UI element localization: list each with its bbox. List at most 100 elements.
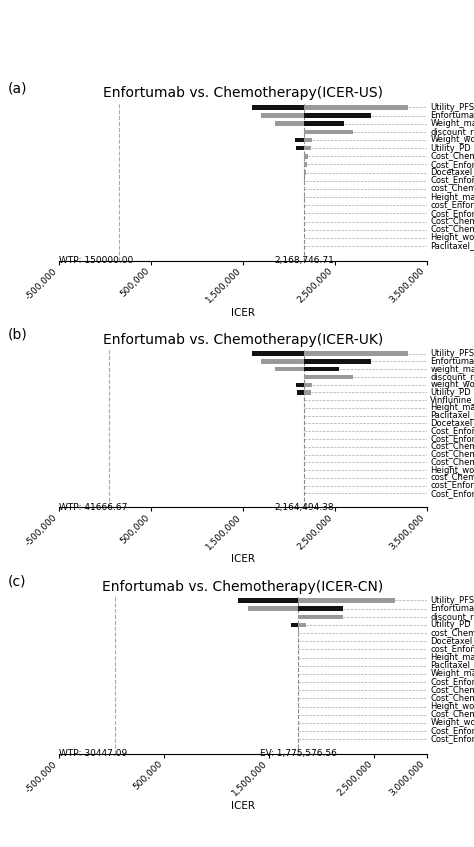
Bar [304, 130, 353, 134]
Text: Cost_Enfortumab_AEs: Cost_Enfortumab_AEs [430, 727, 474, 735]
Text: cost_Enfortumab_PD_cycle: cost_Enfortumab_PD_cycle [430, 645, 474, 654]
Text: discount_rate: discount_rate [430, 612, 474, 622]
Text: Height_man: Height_man [430, 653, 474, 662]
Text: Utility_PD: Utility_PD [430, 621, 471, 629]
Bar [304, 374, 353, 379]
Text: Vinflunine_price: Vinflunine_price [430, 396, 474, 405]
Text: Cost_Chemotherapy_Test: Cost_Chemotherapy_Test [430, 450, 474, 459]
Text: Weight_man: Weight_man [430, 669, 474, 678]
Text: (a): (a) [8, 81, 27, 95]
Bar [298, 598, 395, 603]
Text: discount_rate: discount_rate [430, 373, 474, 381]
X-axis label: ICER: ICER [231, 554, 255, 564]
Bar [304, 154, 308, 158]
X-axis label: ICER: ICER [231, 801, 255, 811]
Bar [304, 113, 372, 118]
Text: Height_man: Height_man [430, 192, 474, 202]
Bar [298, 606, 343, 611]
Title: Enfortumab vs. Chemotherapy(ICER-CN): Enfortumab vs. Chemotherapy(ICER-CN) [102, 579, 383, 594]
Text: Cost_Chemotherapy_Hospital: Cost_Chemotherapy_Hospital [430, 225, 474, 235]
Bar [261, 359, 304, 363]
Text: cost_Enfortumab_PD_cycle: cost_Enfortumab_PD_cycle [430, 201, 474, 210]
Bar [304, 179, 305, 183]
Text: Paclitaxel_price: Paclitaxel_price [430, 662, 474, 670]
Bar [304, 383, 312, 387]
Text: Enfortumab_price: Enfortumab_price [430, 357, 474, 366]
Text: WTP: 41666.67: WTP: 41666.67 [59, 502, 128, 512]
Bar [304, 121, 344, 126]
Text: Utility_PFS: Utility_PFS [430, 349, 474, 358]
Title: Enfortumab vs. Chemotherapy(ICER-UK): Enfortumab vs. Chemotherapy(ICER-UK) [103, 333, 383, 347]
X-axis label: ICER: ICER [231, 307, 255, 318]
Text: (c): (c) [8, 574, 27, 589]
Text: Cost_Enfortumab_Test: Cost_Enfortumab_Test [430, 209, 474, 218]
Text: Height_man: Height_man [430, 403, 474, 412]
Text: Cost_Enfortumab_Hospital: Cost_Enfortumab_Hospital [430, 734, 474, 744]
Text: Docetaxel_price: Docetaxel_price [430, 637, 474, 645]
Text: Enfortumab_price: Enfortumab_price [430, 604, 474, 613]
Text: Paclitaxel_price: Paclitaxel_price [430, 241, 474, 251]
Text: Utility_PFS: Utility_PFS [430, 102, 474, 112]
Text: Cost_Enfortumab_AEs: Cost_Enfortumab_AEs [430, 160, 474, 169]
Text: cost_Chemotherapy_PD_cycle: cost_Chemotherapy_PD_cycle [430, 628, 474, 638]
Bar [304, 170, 306, 174]
Text: Cost_Enfortumab_Test: Cost_Enfortumab_Test [430, 489, 474, 498]
Bar [304, 163, 307, 167]
Bar [252, 352, 304, 356]
Text: Cost_Chemotherapy_Hospital: Cost_Chemotherapy_Hospital [430, 457, 474, 467]
Text: Docetaxel_price: Docetaxel_price [430, 419, 474, 428]
Text: Cost_Chemotherapy_AEs: Cost_Chemotherapy_AEs [430, 442, 474, 451]
Text: EV: 1,775,576.56: EV: 1,775,576.56 [260, 749, 337, 758]
Text: Cost_Enfortumab_Test: Cost_Enfortumab_Test [430, 678, 474, 687]
Text: 2,168,746.71: 2,168,746.71 [274, 256, 334, 265]
Bar [304, 352, 408, 356]
Text: cost_Chemotherapy_PD_cycle: cost_Chemotherapy_PD_cycle [430, 473, 474, 482]
Bar [261, 113, 304, 118]
Text: WTP: 30447.09: WTP: 30447.09 [59, 749, 128, 758]
Text: (b): (b) [8, 328, 27, 342]
Text: Cost_Chemotherapy_Test: Cost_Chemotherapy_Test [430, 686, 474, 695]
Text: cost_Chemotherapy_PD_cycle: cost_Chemotherapy_PD_cycle [430, 185, 474, 193]
Bar [297, 390, 304, 395]
Text: Enfortumab_price: Enfortumab_price [430, 111, 474, 120]
Title: Enfortumab vs. Chemotherapy(ICER-US): Enfortumab vs. Chemotherapy(ICER-US) [103, 86, 383, 101]
Text: Cost_Chemotherapy_Hospital: Cost_Chemotherapy_Hospital [430, 710, 474, 719]
Text: discount_rate: discount_rate [430, 127, 474, 136]
Bar [298, 623, 306, 627]
Text: Utility_PFS: Utility_PFS [430, 596, 474, 605]
Text: Height_woman: Height_woman [430, 702, 474, 711]
Bar [304, 138, 312, 142]
Bar [304, 105, 408, 109]
Text: WTP: 150000.00: WTP: 150000.00 [59, 256, 134, 265]
Text: Cost_Chemotherapy_AEs: Cost_Chemotherapy_AEs [430, 694, 474, 703]
Bar [304, 367, 339, 371]
Text: weight_man: weight_man [430, 365, 474, 374]
Text: weight_woman: weight_woman [430, 380, 474, 389]
Text: Cost_Chemotherapy_AEs: Cost_Chemotherapy_AEs [430, 152, 474, 161]
Bar [291, 623, 298, 627]
Bar [275, 367, 304, 371]
Text: Weight_woman: Weight_woman [430, 718, 474, 728]
Text: cost_Enfortumab_PD_cycle: cost_Enfortumab_PD_cycle [430, 481, 474, 490]
Bar [304, 146, 311, 151]
Text: Cost_Enfortumab_AEs: Cost_Enfortumab_AEs [430, 435, 474, 444]
Bar [296, 383, 304, 387]
Text: Height_woman: Height_woman [430, 466, 474, 474]
Text: 2,164,494.38: 2,164,494.38 [274, 502, 334, 512]
Bar [304, 359, 372, 363]
Text: Cost_Enfortumab_Hospital: Cost_Enfortumab_Hospital [430, 176, 474, 185]
Text: Height_woman: Height_woman [430, 234, 474, 242]
Bar [295, 138, 304, 142]
Bar [296, 146, 304, 151]
Bar [304, 390, 311, 395]
Text: Weight_woman: Weight_woman [430, 136, 474, 145]
Bar [275, 121, 304, 126]
Bar [237, 598, 298, 603]
Bar [248, 606, 298, 611]
Text: Paclitaxel_price: Paclitaxel_price [430, 411, 474, 420]
Text: Weight_man: Weight_man [430, 119, 474, 128]
Text: Cost_Enfortumab_Hospital: Cost_Enfortumab_Hospital [430, 427, 474, 435]
Bar [252, 105, 304, 109]
Text: Utility_PD: Utility_PD [430, 144, 471, 152]
Text: Utility_PD: Utility_PD [430, 388, 471, 397]
